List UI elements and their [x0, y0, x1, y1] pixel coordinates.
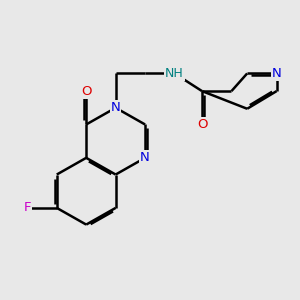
Text: N: N [140, 152, 150, 164]
Text: O: O [81, 85, 92, 98]
Text: F: F [24, 201, 31, 214]
Text: N: N [111, 101, 121, 114]
Text: NH: NH [165, 67, 184, 80]
Text: N: N [272, 67, 281, 80]
Text: O: O [197, 118, 207, 131]
